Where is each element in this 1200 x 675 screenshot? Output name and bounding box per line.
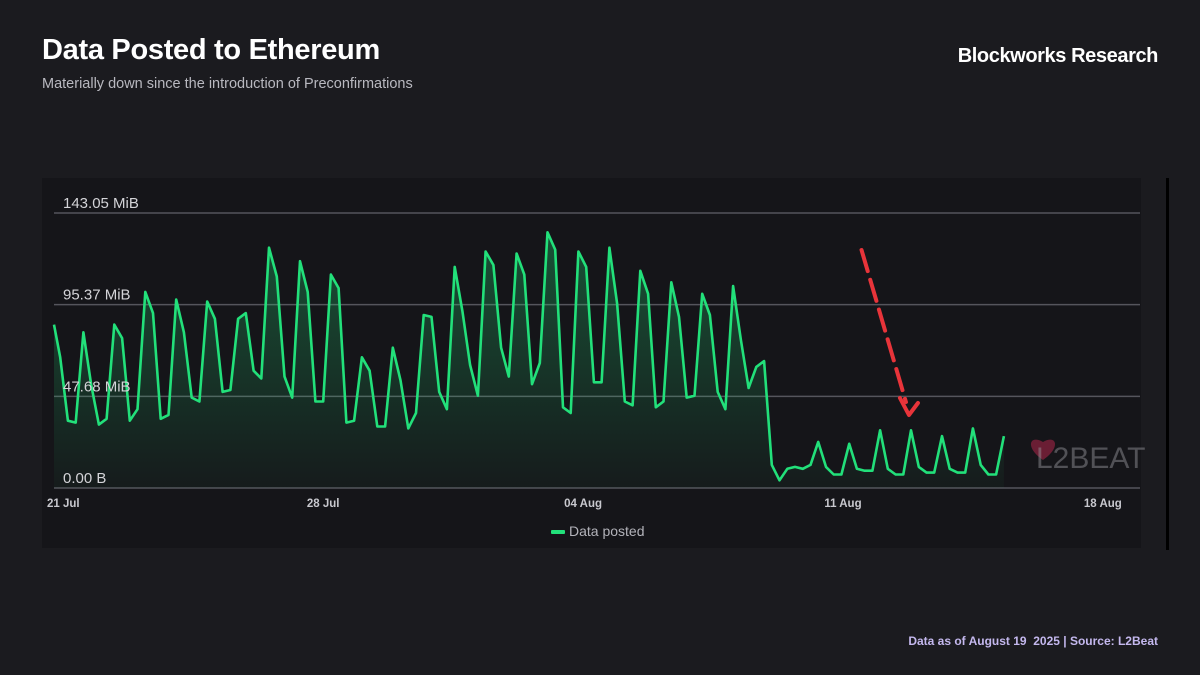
- series-area: [54, 232, 1004, 488]
- trend-arrow-head: [897, 396, 920, 417]
- series-line-data-posted: [52, 231, 1006, 482]
- area-layer: [54, 232, 1004, 488]
- y-tick-label: 0.00 B: [63, 470, 106, 487]
- y-tick-label: 95.37 MiB: [63, 287, 131, 304]
- watermark-layer: L2BEAT: [1030, 439, 1146, 475]
- legend-label: Data posted: [569, 523, 645, 539]
- brand-logo: Blockworks Research: [957, 45, 1159, 67]
- panel-edge-divider: [1166, 178, 1169, 550]
- legend-swatch: [551, 530, 565, 534]
- annotation-layer: [859, 248, 920, 417]
- x-tick-label: 11 Aug: [824, 498, 861, 510]
- x-tick-label: 28 Jul: [307, 498, 340, 510]
- page-subtitle: Materially down since the introduction o…: [42, 76, 413, 92]
- trend-arrow-shaft: [859, 248, 908, 404]
- x-tick-label: 18 Aug: [1084, 498, 1122, 510]
- x-tick-layer: 21 Jul 28 Jul 04 Aug 11 Aug 18 Aug: [47, 498, 1122, 510]
- watermark-text: L2BEAT: [1036, 442, 1146, 475]
- x-tick-label: 21 Jul: [47, 498, 80, 510]
- x-tick-label: 04 Aug: [564, 498, 602, 510]
- y-tick-label: 47.68 MiB: [63, 378, 131, 395]
- legend-layer: Data posted: [551, 523, 645, 539]
- line-layer: [52, 231, 1006, 482]
- source-footnote: Data as of August 19 2025 | Source: L2Be…: [908, 634, 1158, 648]
- y-tick-layer: 143.05 MiB 95.37 MiB 47.68 MiB 0.00 B: [63, 195, 139, 487]
- page-title: Data Posted to Ethereum: [42, 34, 380, 66]
- trend-arrow: [859, 248, 920, 417]
- y-tick-label: 143.05 MiB: [63, 195, 139, 212]
- heart-icon: [1030, 439, 1056, 460]
